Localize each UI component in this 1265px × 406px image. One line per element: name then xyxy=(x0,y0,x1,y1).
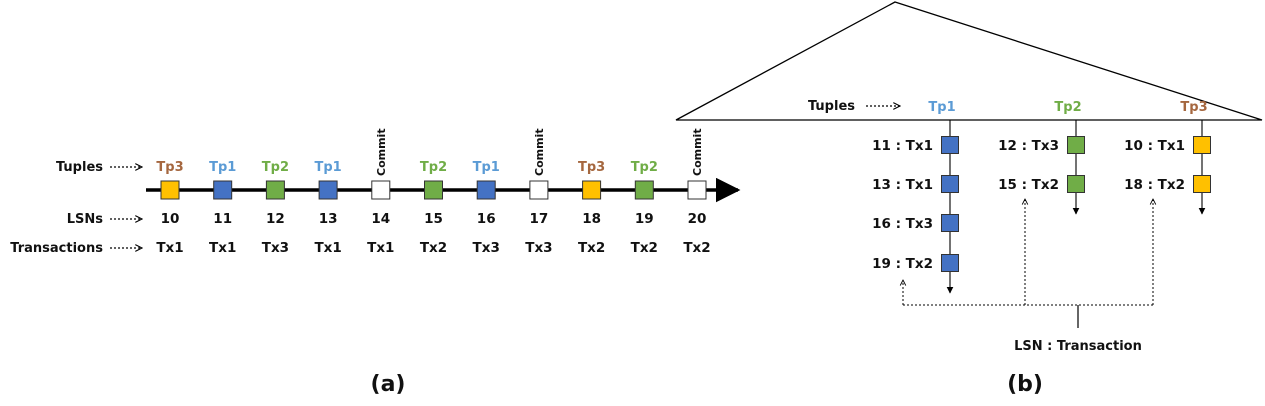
panel-a: Tuples LSNs Transactions Tp3 10 Tx1 Tp1 11 Tx… xyxy=(10,128,741,397)
tuple-chain-tp3: Tp3 10 : Tx1 18 : Tx2 xyxy=(1124,100,1211,215)
lsn-transaction-connector xyxy=(903,199,1153,328)
transaction-label: Tx3 xyxy=(262,240,289,256)
tree-triangle xyxy=(675,1,1263,121)
lsn-label: 20 xyxy=(688,211,707,227)
version-marker xyxy=(1193,175,1211,193)
tuple-header: Tp2 xyxy=(1054,100,1081,115)
tuple-marker xyxy=(582,180,602,200)
tuple-header: Tp1 xyxy=(928,100,955,115)
transaction-label: Tx1 xyxy=(156,240,183,256)
lsns-row-label: LSNs xyxy=(67,212,104,227)
log-entry: Tp3 10 Tx1 xyxy=(156,160,183,256)
log-entry: Tp3 18 Tx2 xyxy=(578,160,605,256)
transaction-label: Tx2 xyxy=(683,240,710,256)
log-entry: Tp2 15 Tx2 xyxy=(420,160,447,256)
lsn-label: 16 xyxy=(477,211,496,227)
lsn-transaction-label: LSN : Transaction xyxy=(1014,339,1142,354)
transaction-label: Tx1 xyxy=(367,240,394,256)
tuple-label: Tp1 xyxy=(209,160,236,175)
version-marker xyxy=(941,136,959,154)
lsn-label: 12 xyxy=(266,211,285,227)
version-label: 19 : Tx2 xyxy=(872,256,933,272)
caption-a: (a) xyxy=(371,372,406,397)
panel-b: Tuples Tp1 11 : Tx1 13 : Tx1 16 : Tx3 19 : T… xyxy=(675,1,1263,397)
log-entry: Commit 20 Tx2 xyxy=(683,128,710,256)
transaction-label: Tx2 xyxy=(578,240,605,256)
version-marker xyxy=(941,254,959,272)
tuple-label: Tp2 xyxy=(420,160,447,175)
log-entry: Commit 17 Tx3 xyxy=(525,128,552,256)
log-entry: Tp1 11 Tx1 xyxy=(209,160,236,256)
log-entries: Tp3 10 Tx1 Tp1 11 Tx1 Tp2 12 Tx3 Tp1 13 Tx1 Commit 14… xyxy=(156,128,710,256)
tuple-version-chains: Tp1 11 : Tx1 13 : Tx1 16 : Tx3 19 : Tx2 Tp2 12… xyxy=(872,100,1211,294)
lsn-label: 15 xyxy=(424,211,443,227)
transaction-label: Tx3 xyxy=(473,240,500,256)
tuple-marker xyxy=(213,180,233,200)
log-entry: Tp1 16 Tx3 xyxy=(473,160,500,256)
tuple-marker xyxy=(424,180,443,200)
tuples-label-b: Tuples xyxy=(808,99,855,114)
version-marker xyxy=(1067,175,1085,193)
version-marker xyxy=(1067,136,1085,154)
log-entry: Commit 14 Tx1 xyxy=(367,128,394,256)
lsn-label: 13 xyxy=(319,211,338,227)
tuple-label: Tp2 xyxy=(631,160,658,175)
lsn-label: 19 xyxy=(635,211,654,227)
transaction-label: Tx2 xyxy=(420,240,447,256)
lsn-label: 17 xyxy=(530,211,549,227)
log-entry: Tp2 19 Tx2 xyxy=(631,160,658,256)
transaction-label: Tx2 xyxy=(631,240,658,256)
version-marker xyxy=(1193,136,1211,154)
tuple-label: Tp3 xyxy=(156,160,183,175)
tuple-header: Tp3 xyxy=(1180,100,1207,115)
log-entry: Tp1 13 Tx1 xyxy=(314,160,341,256)
log-entry: Tp2 12 Tx3 xyxy=(262,160,289,256)
tuple-label: Tp1 xyxy=(314,160,341,175)
lsn-label: 18 xyxy=(582,211,601,227)
commit-marker xyxy=(529,180,549,200)
transaction-label: Tx3 xyxy=(525,240,552,256)
tuple-label: Tp3 xyxy=(578,160,605,175)
version-label: 11 : Tx1 xyxy=(872,138,933,154)
lsn-label: 11 xyxy=(213,211,232,227)
lsn-label: 10 xyxy=(161,211,180,227)
version-marker xyxy=(941,214,959,232)
commit-marker xyxy=(687,180,707,200)
version-marker xyxy=(941,175,959,193)
version-label: 18 : Tx2 xyxy=(1124,177,1185,193)
tuple-marker xyxy=(476,180,496,200)
tuple-label: Tp1 xyxy=(473,160,500,175)
version-label: 16 : Tx3 xyxy=(872,216,933,232)
transactions-row-label: Transactions xyxy=(10,241,103,256)
tuple-chain-tp2: Tp2 12 : Tx3 15 : Tx2 xyxy=(998,100,1085,215)
commit-marker xyxy=(371,180,391,200)
transaction-label: Tx1 xyxy=(314,240,341,256)
caption-b: (b) xyxy=(1007,372,1043,397)
lsn-label: 14 xyxy=(371,211,390,227)
tuple-chain-tp1: Tp1 11 : Tx1 13 : Tx1 16 : Tx3 19 : Tx2 xyxy=(872,100,959,294)
tuple-marker xyxy=(160,180,180,200)
version-label: 10 : Tx1 xyxy=(1124,138,1185,154)
version-label: 13 : Tx1 xyxy=(872,177,933,193)
version-label: 12 : Tx3 xyxy=(998,138,1059,154)
tuple-marker xyxy=(318,180,338,200)
tuple-marker xyxy=(265,180,285,200)
commit-label: Commit xyxy=(691,128,704,176)
transaction-label: Tx1 xyxy=(209,240,236,256)
commit-label: Commit xyxy=(375,128,388,176)
tuple-marker xyxy=(634,180,654,200)
tuples-row-label: Tuples xyxy=(56,160,103,175)
version-label: 15 : Tx2 xyxy=(998,177,1059,193)
commit-label: Commit xyxy=(533,128,546,176)
tuple-label: Tp2 xyxy=(262,160,289,175)
